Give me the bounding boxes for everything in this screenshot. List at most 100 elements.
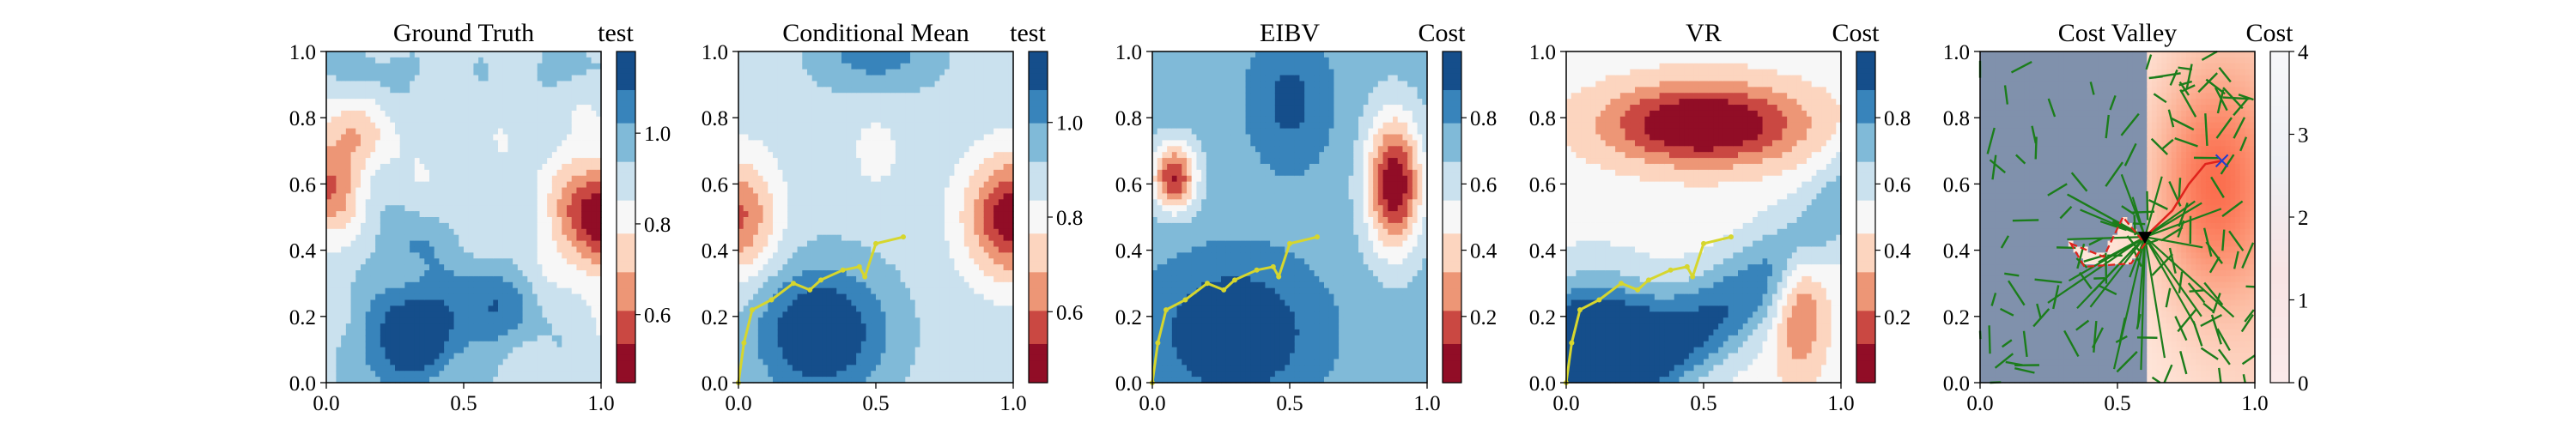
colorbar-tick-label: 0.4 bbox=[1884, 240, 1911, 263]
heatmap-eibv bbox=[1152, 51, 1428, 384]
colorbar-label: test bbox=[598, 19, 634, 47]
colorbar-tick-label: 1.0 bbox=[644, 123, 671, 146]
y-tick-label: 0.4 bbox=[1115, 240, 1143, 263]
y-tick-label: 1.0 bbox=[1115, 41, 1142, 64]
colorbar-label: Cost bbox=[1418, 19, 1466, 47]
agent-path-point bbox=[873, 241, 878, 246]
colorbar bbox=[617, 51, 635, 384]
agent-path-point bbox=[1182, 298, 1188, 303]
x-tick-label: 1.0 bbox=[587, 392, 614, 415]
agent-path-point bbox=[1255, 268, 1260, 273]
agent-path-point bbox=[1577, 307, 1583, 312]
y-tick-label: 0.6 bbox=[1943, 173, 1970, 196]
agent-path-point bbox=[741, 341, 746, 346]
y-tick-label: 1.0 bbox=[702, 41, 728, 64]
heatmap-cost_valley bbox=[1980, 51, 2256, 384]
agent-path-point bbox=[1287, 241, 1292, 246]
agent-path-point bbox=[818, 277, 823, 282]
colorbar-tick-label: 0.8 bbox=[1056, 207, 1083, 230]
agent-path-point bbox=[1205, 281, 1210, 286]
agent-path-point bbox=[1221, 287, 1226, 293]
y-tick-label: 0.8 bbox=[1943, 107, 1970, 130]
x-tick-label: 0.0 bbox=[725, 392, 751, 415]
colorbar-tick-label: 0.6 bbox=[644, 305, 671, 328]
x-tick-label: 0.5 bbox=[2104, 392, 2130, 415]
colorbar bbox=[1029, 51, 1048, 384]
agent-path-point bbox=[857, 264, 862, 269]
agent-path-point bbox=[1690, 274, 1695, 279]
panel-title: Conditional Mean bbox=[782, 19, 969, 47]
colorbar-tick-label: 0.2 bbox=[1470, 306, 1497, 329]
colorbar-tick-label: 0.8 bbox=[1470, 107, 1497, 130]
heatmap-conditional_mean bbox=[738, 51, 1014, 384]
agent-path-point bbox=[1701, 241, 1706, 246]
colorbar-tick-label: 0 bbox=[2298, 372, 2309, 396]
y-tick-label: 0.2 bbox=[1943, 306, 1970, 329]
y-tick-label: 0.8 bbox=[289, 107, 316, 130]
agent-path-point bbox=[901, 234, 906, 239]
agent-path-point bbox=[1271, 264, 1276, 269]
panel-title: EIBV bbox=[1260, 19, 1320, 47]
agent-path-point bbox=[1685, 264, 1690, 269]
colorbar-tick-label: 2 bbox=[2298, 207, 2309, 230]
y-tick-label: 0.6 bbox=[1115, 173, 1142, 196]
y-tick-label: 0.0 bbox=[1115, 372, 1142, 396]
x-tick-label: 0.0 bbox=[1139, 392, 1165, 415]
y-tick-label: 0.6 bbox=[702, 173, 728, 196]
y-tick-label: 0.8 bbox=[702, 107, 728, 130]
agent-path-point bbox=[1569, 341, 1574, 346]
colorbar bbox=[1443, 51, 1461, 384]
x-tick-label: 1.0 bbox=[1827, 392, 1854, 415]
y-tick-label: 1.0 bbox=[1529, 41, 1556, 64]
colorbar-tick-label: 0.6 bbox=[1470, 173, 1497, 196]
colorbar-tick-label: 0.6 bbox=[1056, 301, 1083, 324]
agent-path-point bbox=[862, 274, 867, 279]
x-tick-label: 1.0 bbox=[1413, 392, 1440, 415]
agent-path-point bbox=[841, 268, 846, 273]
colorbar-tick-label: 0.6 bbox=[1884, 173, 1911, 196]
colorbar-label: Cost bbox=[1832, 19, 1880, 47]
y-tick-label: 0.0 bbox=[1529, 372, 1556, 396]
x-tick-label: 0.5 bbox=[862, 392, 889, 415]
heatmap-ground_truth bbox=[326, 51, 602, 384]
heatmap-vr bbox=[1566, 51, 1842, 384]
colorbar-tick-label: 0.8 bbox=[1884, 107, 1911, 130]
colorbar-tick-label: 4 bbox=[2298, 41, 2309, 64]
y-tick-label: 0.0 bbox=[1943, 372, 1970, 396]
agent-path-point bbox=[1276, 274, 1281, 279]
y-tick-label: 0.6 bbox=[1529, 173, 1556, 196]
panel-title: VR bbox=[1686, 19, 1722, 47]
x-tick-label: 1.0 bbox=[2241, 392, 2268, 415]
agent-path-point bbox=[1232, 277, 1237, 282]
y-tick-label: 0.4 bbox=[289, 240, 317, 263]
agent-path-point bbox=[1596, 298, 1601, 303]
agent-path-point bbox=[807, 287, 812, 293]
colorbar-tick-label: 0.2 bbox=[1884, 306, 1911, 329]
y-tick-label: 0.2 bbox=[1529, 306, 1556, 329]
y-tick-label: 0.2 bbox=[702, 306, 728, 329]
agent-path-point bbox=[1163, 307, 1169, 312]
y-tick-label: 0.4 bbox=[1529, 240, 1557, 263]
agent-path-point bbox=[769, 298, 774, 303]
y-tick-label: 0.6 bbox=[289, 173, 316, 196]
agent-path-point bbox=[1155, 341, 1160, 346]
agent-path-point bbox=[1315, 234, 1320, 239]
y-tick-label: 1.0 bbox=[289, 41, 316, 64]
agent-path-point bbox=[791, 281, 796, 286]
colorbar-tick-label: 1.0 bbox=[1056, 112, 1083, 136]
agent-path-point bbox=[1668, 268, 1674, 273]
y-tick-label: 0.4 bbox=[702, 240, 729, 263]
colorbar-tick-label: 0.4 bbox=[1470, 240, 1498, 263]
colorbar bbox=[1856, 51, 1875, 384]
y-tick-label: 1.0 bbox=[1943, 41, 1970, 64]
y-tick-label: 0.0 bbox=[702, 372, 728, 396]
x-tick-label: 0.0 bbox=[1966, 392, 1993, 415]
y-tick-label: 0.8 bbox=[1529, 107, 1556, 130]
x-tick-label: 0.5 bbox=[1276, 392, 1303, 415]
colorbar-label: Cost bbox=[2245, 19, 2293, 47]
x-tick-label: 0.0 bbox=[313, 392, 339, 415]
agent-path-point bbox=[1619, 281, 1624, 286]
agent-path-point bbox=[750, 307, 755, 312]
colorbar-tick-label: 0.8 bbox=[644, 214, 671, 237]
